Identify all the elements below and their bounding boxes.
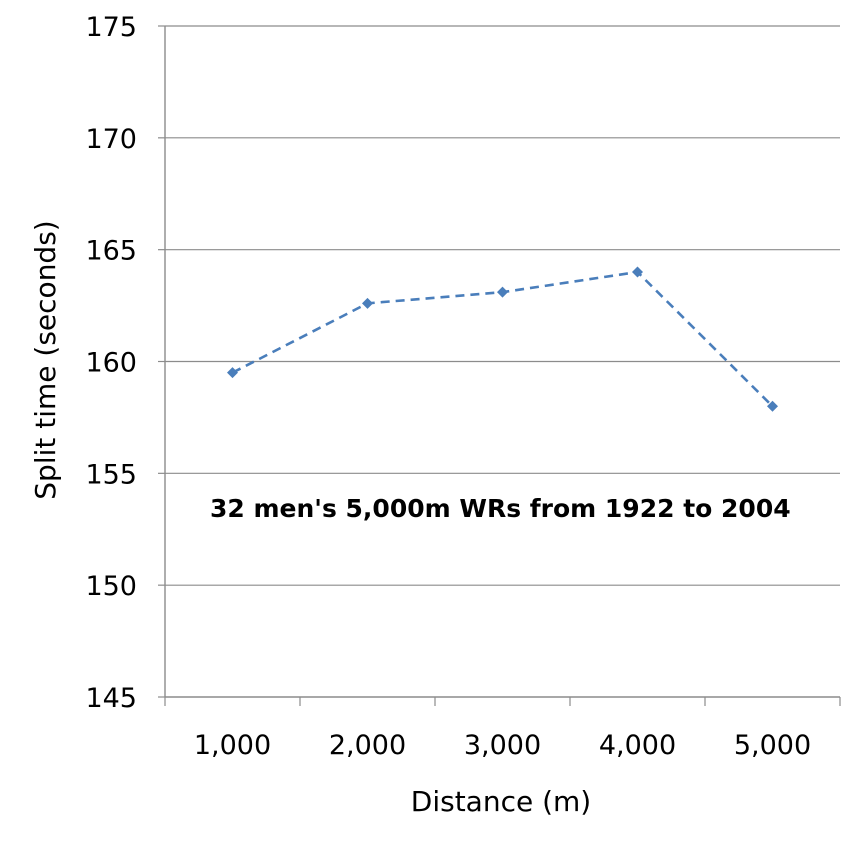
data-point-marker	[767, 400, 778, 412]
y-tick-label: 150	[85, 571, 137, 602]
x-tick-label: 5,000	[734, 730, 811, 761]
y-tick-label: 160	[85, 348, 137, 379]
y-tick-labels: 145 150 155 160 165 170 175	[85, 12, 137, 714]
x-tick-label: 1,000	[194, 730, 271, 761]
data-point-marker	[632, 266, 643, 278]
x-tick-label: 4,000	[599, 730, 676, 761]
data-point-marker	[497, 286, 508, 298]
x-tick-label: 2,000	[329, 730, 406, 761]
x-axis-title: Distance (m)	[411, 785, 591, 818]
y-tick-label: 170	[85, 124, 137, 155]
x-tick-labels: 1,000 2,000 3,000 4,000 5,000	[194, 730, 811, 761]
gridlines	[165, 25, 840, 586]
y-tick-label: 155	[85, 459, 137, 490]
y-axis-title: Split time (seconds)	[29, 220, 62, 499]
y-tick-label: 175	[85, 12, 137, 43]
y-tick-label: 145	[85, 683, 137, 714]
x-tick-label: 3,000	[464, 730, 541, 761]
chart-annotation: 32 men's 5,000m WRs from 1922 to 2004	[210, 494, 791, 523]
data-point-marker	[362, 297, 373, 309]
series-markers	[227, 266, 778, 412]
axes	[158, 25, 841, 706]
y-tick-label: 165	[85, 236, 137, 267]
data-point-marker	[227, 367, 238, 379]
